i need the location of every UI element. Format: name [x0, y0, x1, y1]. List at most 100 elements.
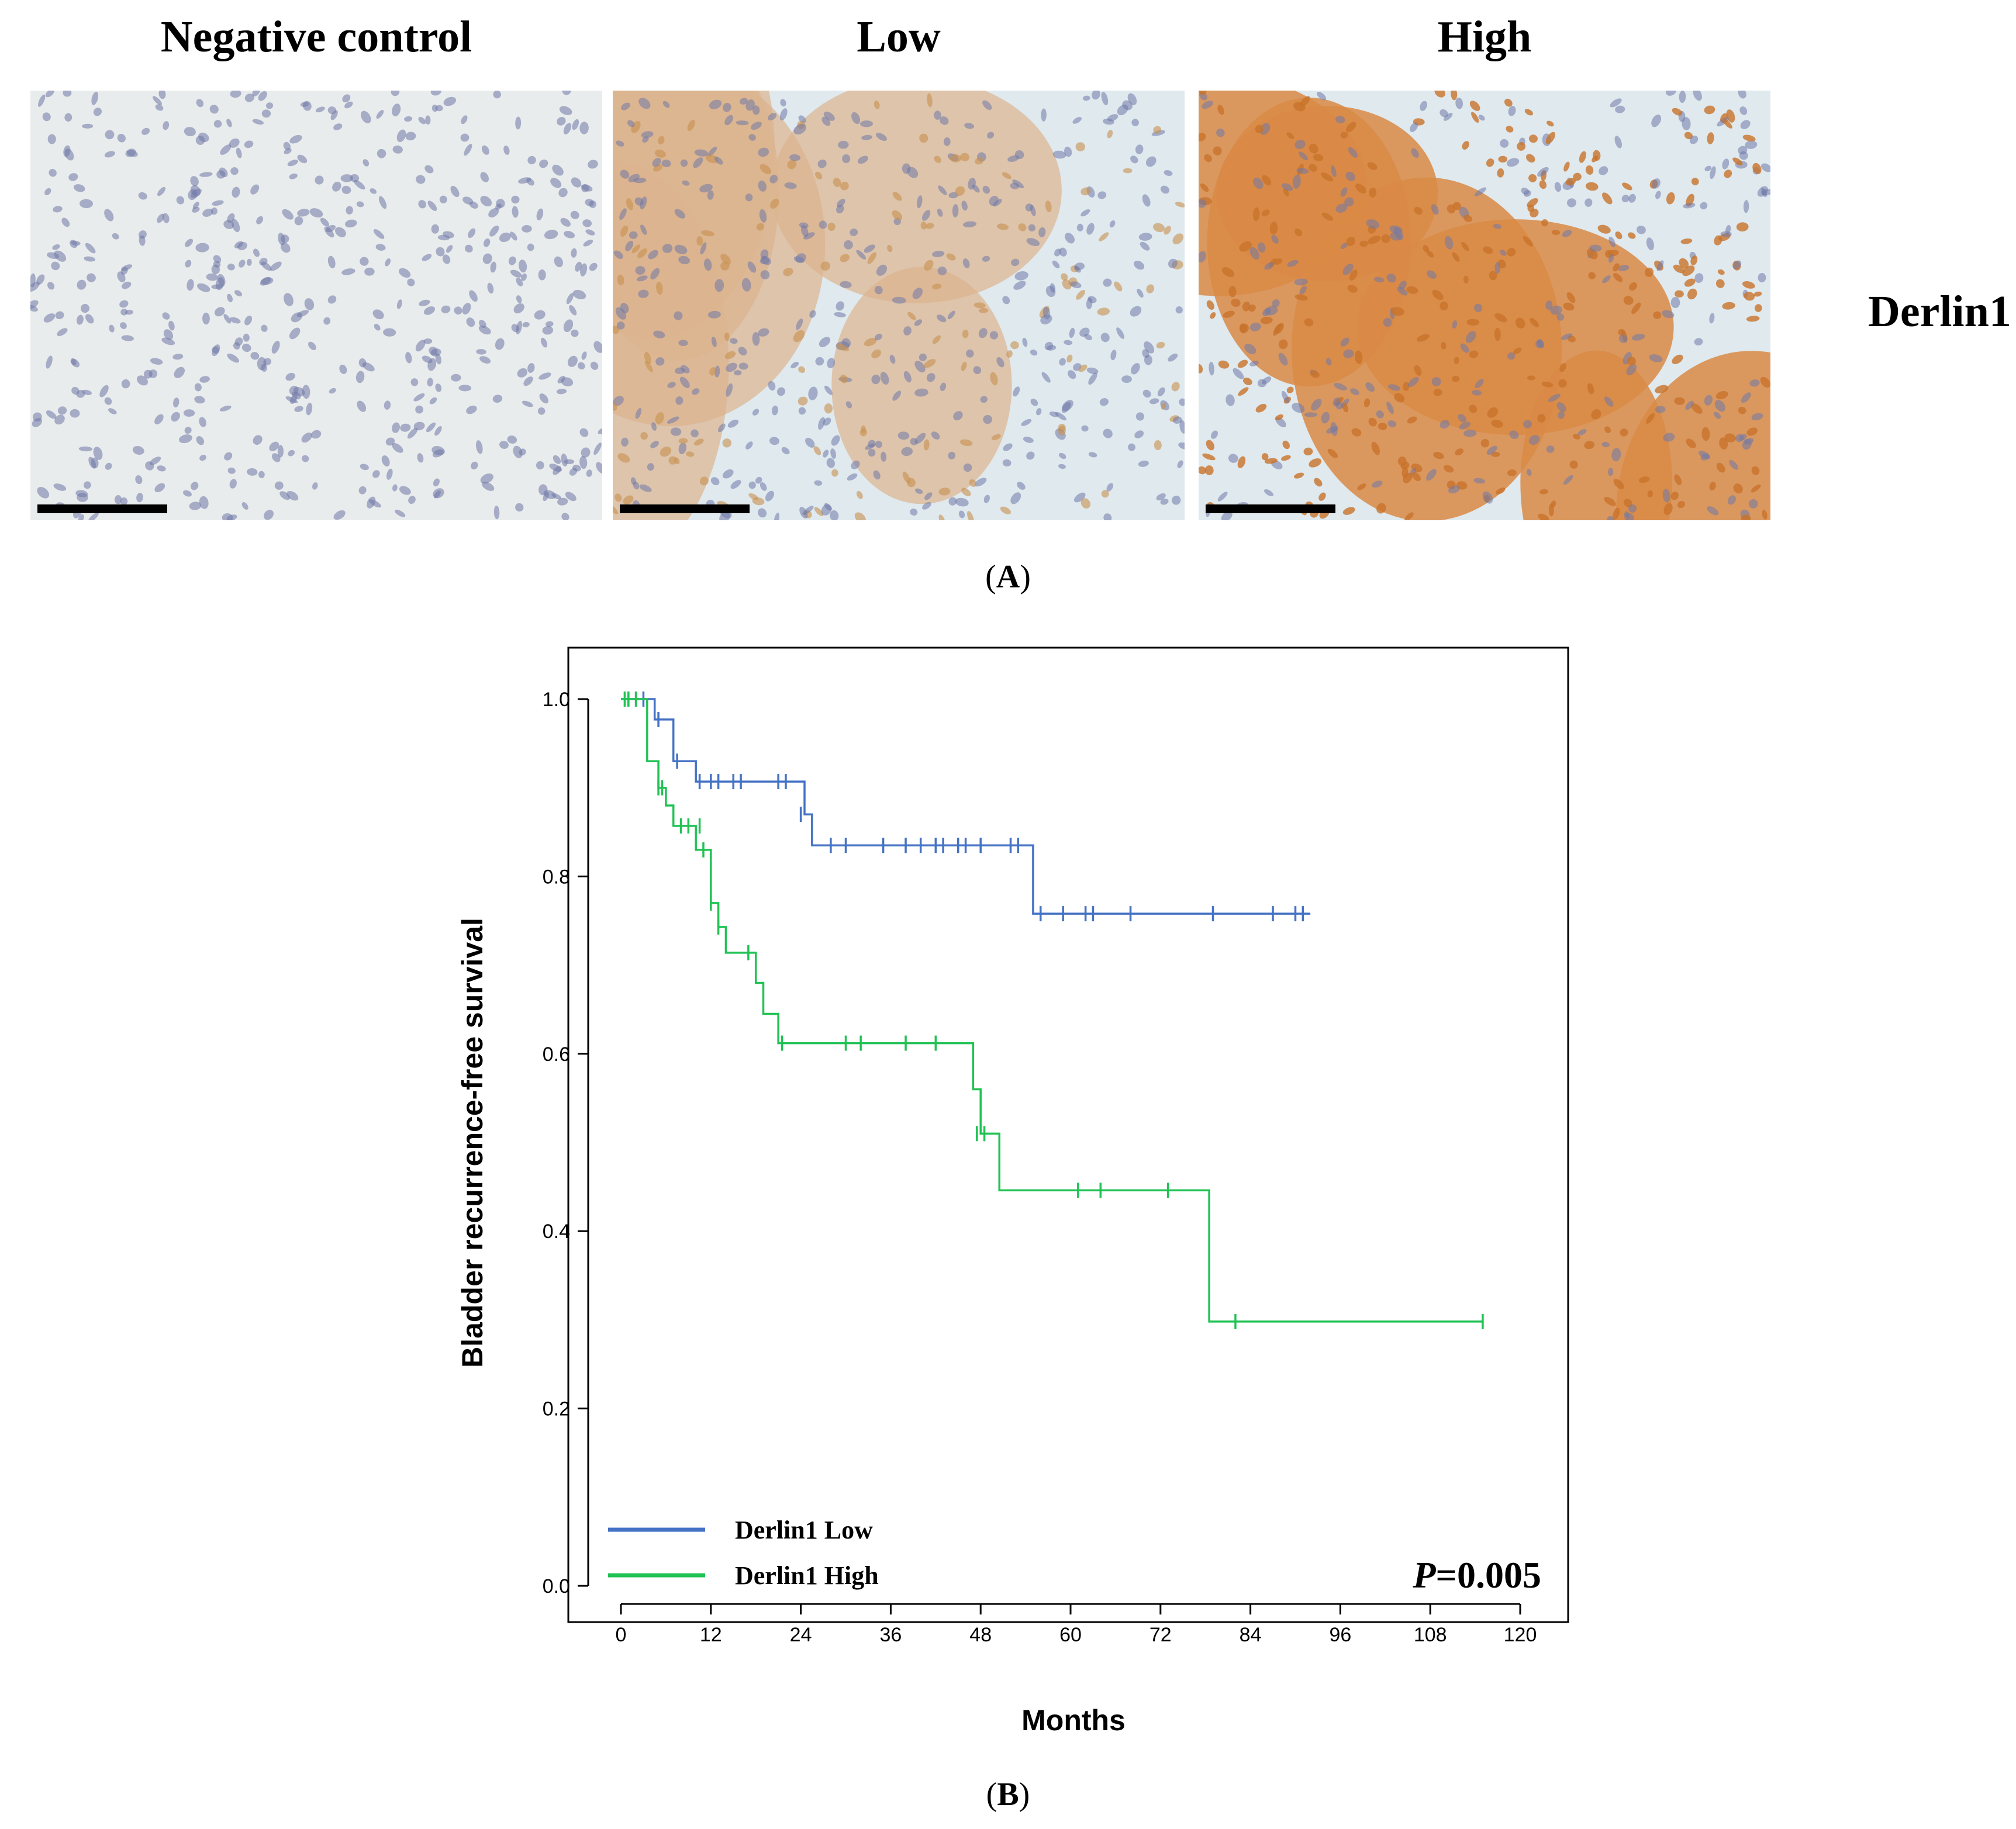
cell-nucleus [1172, 233, 1183, 245]
cell-nucleus [580, 263, 588, 276]
cell-nucleus [358, 486, 367, 495]
cell-nucleus [370, 188, 377, 194]
cell-nucleus [1539, 180, 1547, 189]
cell-nucleus [1242, 301, 1251, 312]
cell-nucleus [1041, 372, 1051, 383]
cell-nucleus [476, 440, 483, 454]
cell-nucleus [626, 198, 634, 210]
cell-nucleus [427, 200, 437, 211]
cell-nucleus [213, 120, 222, 128]
cell-nucleus [405, 132, 416, 141]
cell-nucleus [479, 356, 491, 364]
cell-nucleus [484, 238, 491, 247]
cell-nucleus [1618, 329, 1625, 336]
cell-nucleus [1482, 491, 1493, 504]
cell-nucleus [386, 468, 393, 480]
cell-nucleus [1651, 115, 1662, 127]
column-title-high: High [1437, 12, 1532, 61]
cell-nucleus [1741, 514, 1751, 520]
cell-nucleus [418, 117, 426, 125]
cell-nucleus [250, 352, 260, 360]
cell-nucleus [831, 435, 840, 446]
cell-nucleus [1621, 195, 1630, 203]
cell-nucleus [332, 181, 341, 192]
cell-nucleus [278, 233, 285, 246]
cell-nucleus [808, 386, 818, 400]
cell-nucleus [189, 502, 201, 510]
cell-nucleus [1045, 285, 1056, 298]
cell-nucleus [1342, 403, 1348, 413]
cell-nucleus [1559, 363, 1566, 372]
micrograph-low-image [613, 91, 1185, 520]
cell-nucleus [892, 296, 906, 304]
cell-nucleus [55, 311, 64, 319]
cell-nucleus [1733, 260, 1742, 269]
cell-nucleus [1349, 269, 1358, 281]
cell-nucleus [1168, 258, 1178, 268]
cell-nucleus [138, 192, 147, 200]
cell-nucleus [1204, 465, 1214, 475]
cell-nucleus [1554, 182, 1562, 192]
cell-nucleus [327, 295, 337, 304]
cell-nucleus [768, 381, 776, 391]
cell-nucleus [1426, 469, 1437, 481]
cell-nucleus [1107, 130, 1113, 139]
cell-nucleus [57, 328, 68, 336]
cell-nucleus [738, 362, 748, 370]
cell-nucleus [261, 324, 268, 332]
cell-nucleus [492, 395, 503, 403]
cell-nucleus [339, 364, 347, 374]
cell-nucleus [1326, 426, 1338, 434]
cell-nucleus [1318, 492, 1326, 501]
cell-nucleus [1058, 464, 1066, 469]
cell-nucleus [1722, 119, 1732, 129]
cell-nucleus [741, 278, 751, 292]
cell-nucleus [769, 175, 778, 184]
cell-nucleus [1524, 109, 1533, 116]
cell-nucleus [615, 307, 627, 320]
cell-nucleus [760, 164, 771, 174]
cell-nucleus [404, 116, 413, 122]
cell-nucleus [934, 155, 941, 163]
cell-nucleus [104, 397, 112, 405]
cell-nucleus [667, 416, 679, 424]
cell-nucleus [507, 435, 517, 444]
cell-nucleus [1602, 192, 1613, 205]
cell-nucleus [1426, 250, 1434, 258]
cell-nucleus [1383, 317, 1392, 327]
cell-nucleus [1738, 91, 1746, 99]
cell-nucleus [1390, 232, 1402, 241]
cell-nucleus [1465, 331, 1476, 343]
cell-nucleus [1439, 301, 1448, 311]
cell-nucleus [1653, 311, 1662, 319]
cell-nucleus [724, 351, 736, 359]
cell-nucleus [1365, 382, 1375, 392]
cell-nucleus [793, 123, 807, 135]
cell-nucleus [1546, 120, 1554, 127]
cell-nucleus [1463, 215, 1472, 222]
cell-nucleus [1689, 136, 1699, 144]
cell-nucleus [1335, 116, 1345, 124]
cell-nucleus [1030, 350, 1038, 356]
cell-nucleus [1760, 376, 1770, 388]
cell-nucleus [1591, 409, 1601, 420]
cell-nucleus [512, 206, 519, 218]
cell-nucleus [392, 442, 403, 453]
cell-nucleus [1199, 91, 1207, 95]
cell-nucleus [114, 495, 122, 504]
cell-nucleus [830, 448, 836, 459]
cell-nucleus [559, 106, 572, 115]
cell-nucleus [903, 326, 912, 336]
cell-nucleus [625, 240, 634, 251]
cell-nucleus [648, 250, 658, 260]
cell-nucleus [1101, 92, 1109, 106]
cell-nucleus [1673, 264, 1684, 274]
cell-nucleus [880, 372, 889, 385]
cell-nucleus [1076, 290, 1085, 300]
cell-nucleus [1663, 503, 1673, 516]
cell-nucleus [423, 338, 433, 344]
cell-nucleus [430, 348, 441, 357]
cell-nucleus [199, 417, 206, 427]
cell-nucleus [1593, 150, 1601, 161]
cell-nucleus [1066, 354, 1073, 363]
